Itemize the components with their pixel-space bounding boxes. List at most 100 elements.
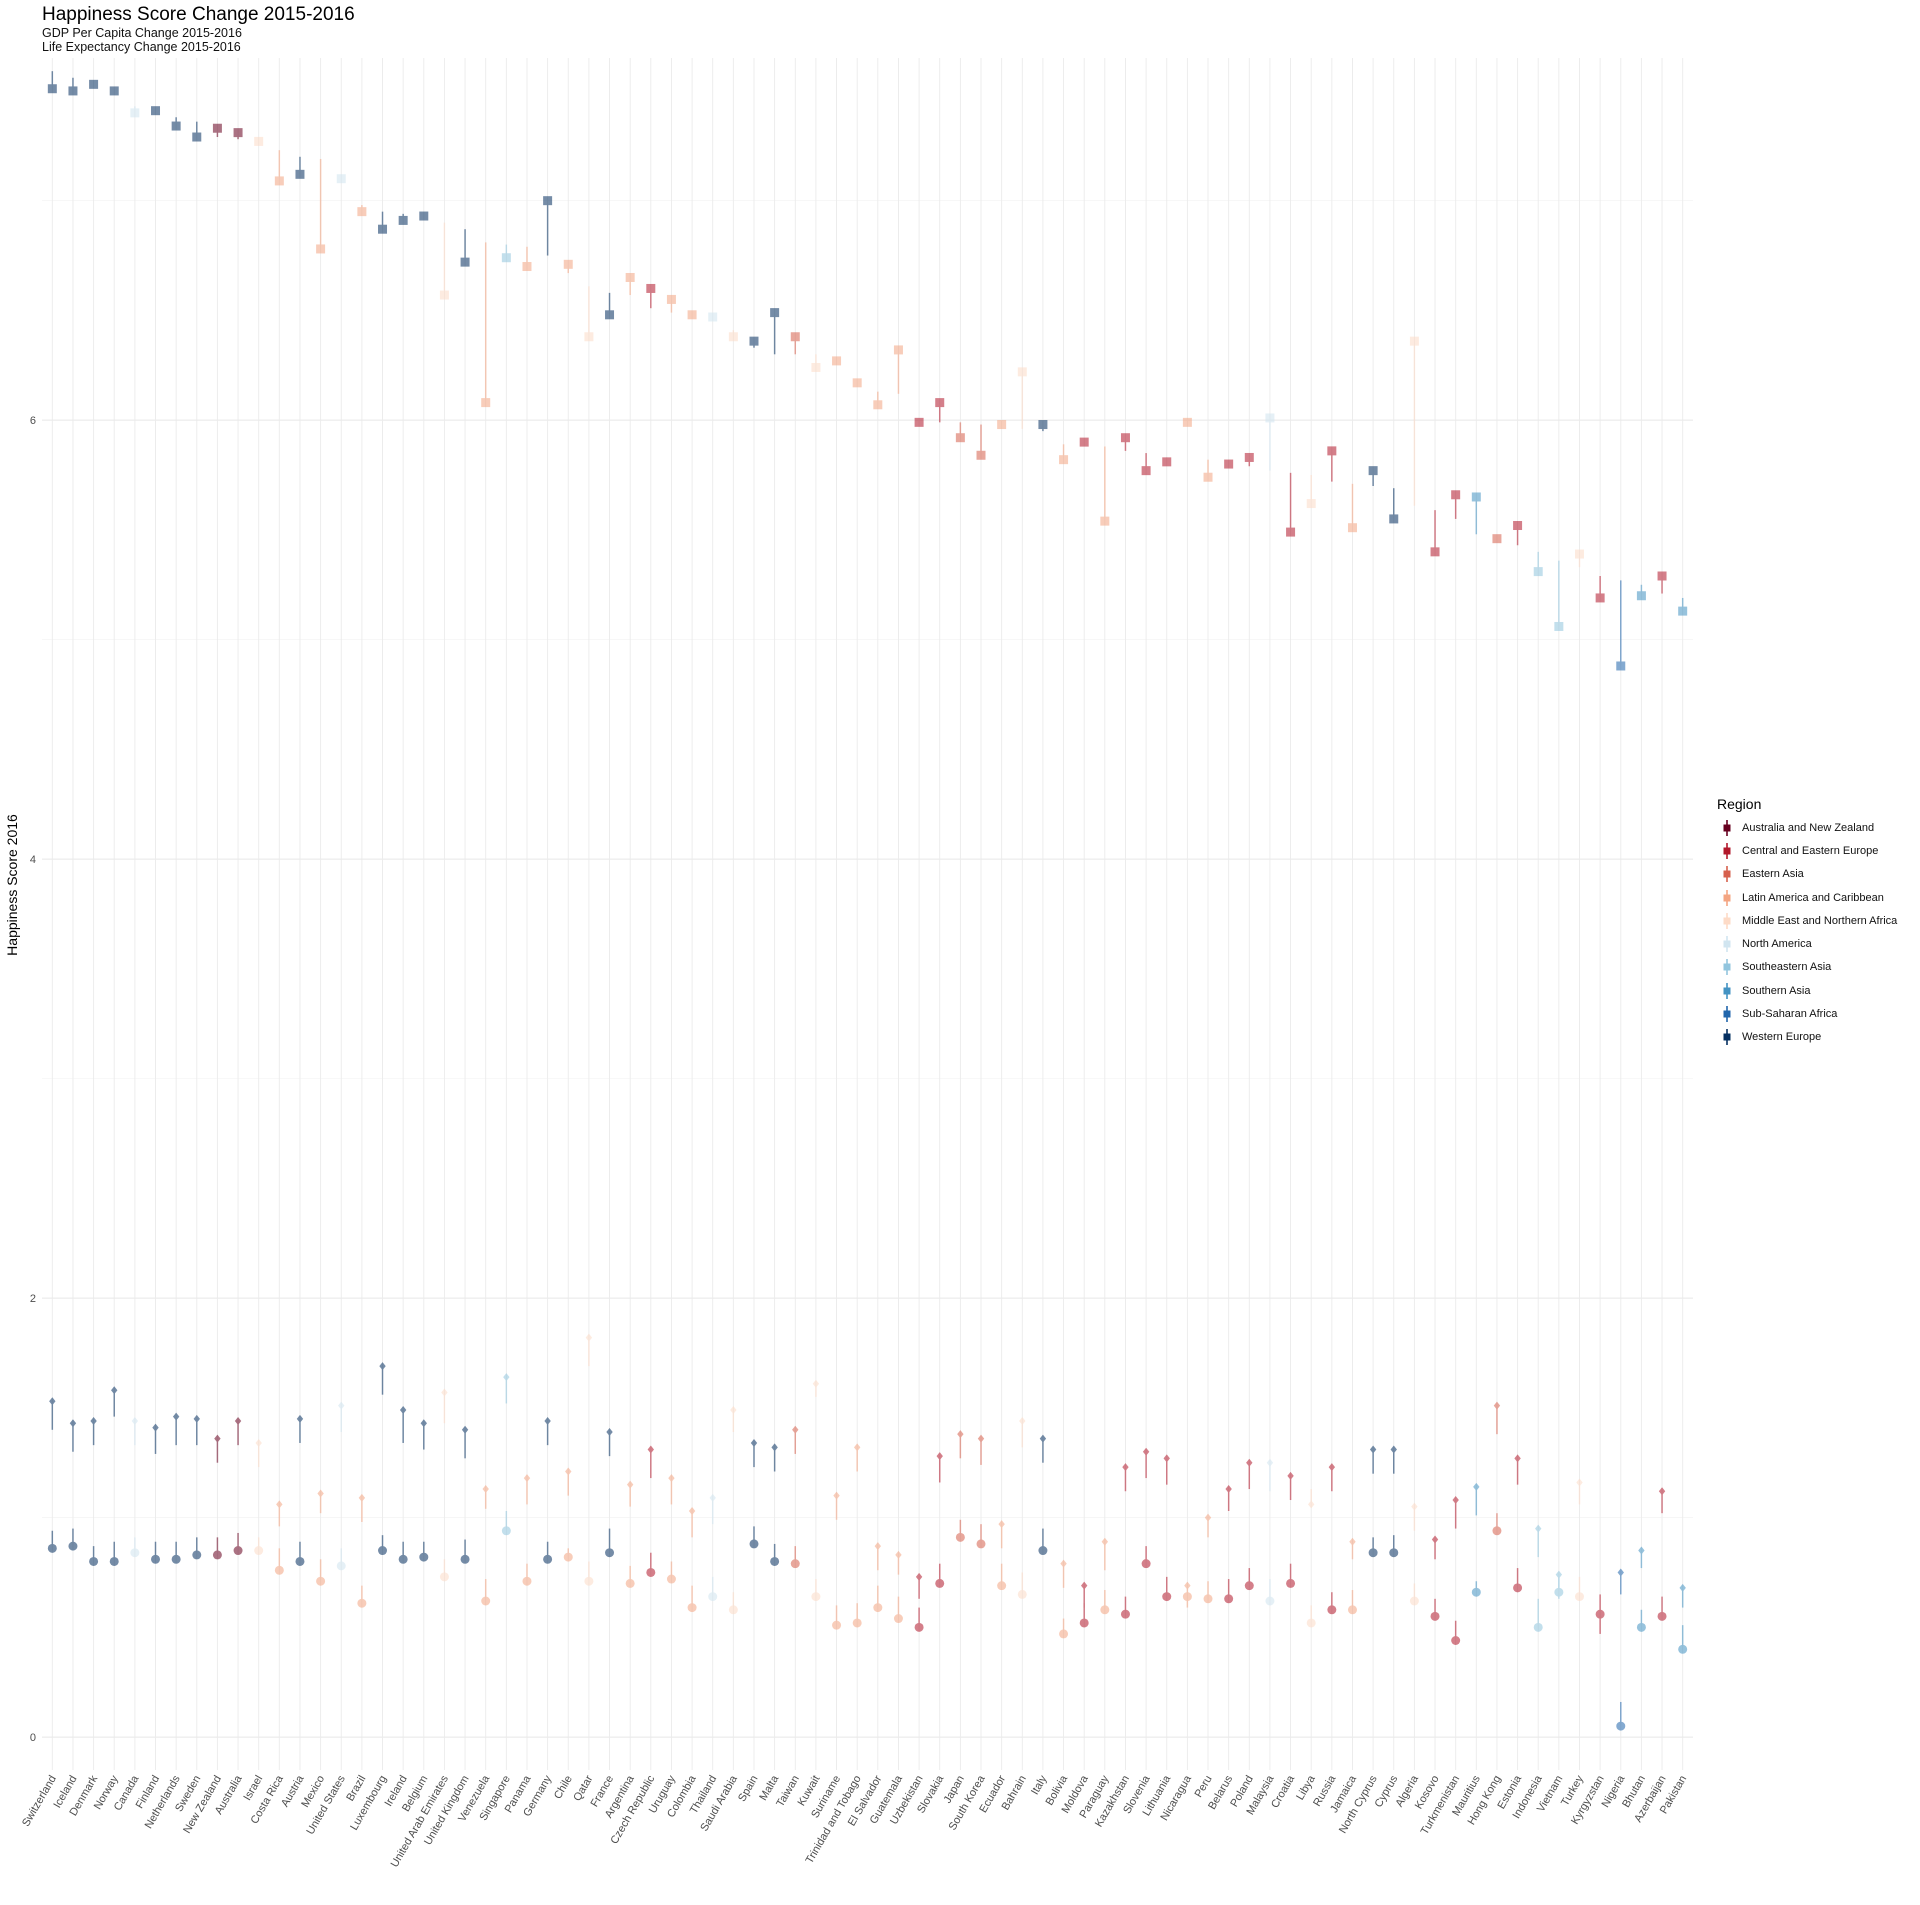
gdp-2016-point (461, 1425, 469, 1434)
legend-item-southern-asia: Southern Asia (1717, 979, 1897, 1002)
country-chile (563, 259, 573, 1562)
life-2016-point (708, 1592, 718, 1602)
life-2016-point (1678, 1644, 1688, 1654)
country-kyrgyzstan (1595, 575, 1605, 1634)
happiness-2016-point (1265, 413, 1275, 423)
country-italy (1038, 420, 1048, 1556)
legend-label: Central and Eastern Europe (1742, 844, 1879, 857)
gdp-2016-point (1473, 1482, 1480, 1491)
country-panama (522, 246, 532, 1586)
gdp-2016-point (69, 1419, 77, 1428)
gdp-2016-point (1328, 1463, 1336, 1472)
life-2016-point (1286, 1578, 1296, 1588)
country-lithuania (1162, 457, 1172, 1602)
gdp-2016-point (1349, 1537, 1356, 1546)
happiness-2016-point (1347, 523, 1357, 533)
gdp-2016-point (709, 1493, 716, 1502)
life-2016-point (1182, 1592, 1192, 1602)
life-2016-point (605, 1548, 615, 1558)
country-thailand (708, 312, 718, 1602)
life-2016-point (1574, 1592, 1584, 1602)
gdp-2016-point (111, 1386, 118, 1395)
gdp-2016-point (1308, 1500, 1315, 1509)
legend-swatch (1723, 819, 1731, 836)
life-2016-point (1347, 1605, 1357, 1615)
life-2016-point (233, 1546, 243, 1556)
x-tick-label: Italy (1029, 1773, 1050, 1797)
gdp-2016-point (1617, 1568, 1624, 1577)
grid-lines (42, 58, 1693, 1770)
chart-subtitle-life: Life Expectancy Change 2015-2016 (42, 40, 241, 54)
country-taiwan (790, 332, 800, 1569)
gdp-2016-point (1390, 1445, 1397, 1454)
life-2016-point (1244, 1581, 1254, 1591)
gdp-2016-point (812, 1379, 820, 1388)
life-2016-point (1306, 1618, 1316, 1628)
country-sweden (192, 121, 202, 1560)
life-2016-point (1265, 1596, 1275, 1606)
happiness-2016-point (460, 257, 470, 267)
country-united-arab-emirates (439, 222, 449, 1582)
happiness-2016-point (109, 86, 119, 96)
country-united-states (336, 174, 346, 1571)
life-2016-point (1451, 1636, 1461, 1646)
legend-item-western-europe: Western Europe (1717, 1026, 1897, 1049)
life-2016-point (625, 1578, 635, 1588)
country-mexico (316, 158, 326, 1586)
legend-item-eastern-asia: Eastern Asia (1717, 863, 1897, 886)
gdp-2016-point (1431, 1535, 1439, 1544)
happiness-2016-point (1079, 437, 1089, 447)
gdp-2016-point (1019, 1417, 1026, 1426)
gdp-2016-point (172, 1412, 180, 1421)
life-2016-point (790, 1559, 800, 1569)
gdp-2016-point (255, 1438, 262, 1447)
happiness-2016-point (89, 79, 99, 89)
happiness-2016-point (955, 433, 965, 443)
gdp-2016-point (688, 1507, 696, 1516)
happiness-2016-point (1368, 466, 1378, 476)
country-guatemala (893, 345, 903, 1624)
life-2016-point (1203, 1594, 1213, 1604)
life-2016-point (1038, 1546, 1048, 1556)
happiness-2016-point (1286, 527, 1296, 537)
life-2016-point (811, 1592, 821, 1602)
gdp-2016-point (276, 1500, 283, 1509)
life-2016-point (728, 1605, 738, 1615)
legend-label: Western Europe (1742, 1031, 1822, 1044)
country-israel (254, 136, 264, 1556)
life-2016-point (1059, 1629, 1069, 1639)
gdp-2016-point (1679, 1583, 1686, 1592)
life-2016-point (914, 1622, 924, 1632)
gdp-2016-point (771, 1443, 778, 1452)
country-finland (151, 106, 161, 1564)
legend-item-middle-east-and-northern-africa: Middle East and Northern Africa (1717, 909, 1897, 932)
country-qatar (584, 286, 594, 1586)
happiness-2016-point (790, 332, 800, 342)
gdp-2016-point (833, 1491, 840, 1500)
gdp-2016-point (193, 1414, 200, 1423)
gdp-2016-point (874, 1542, 882, 1551)
life-2016-point (1471, 1587, 1481, 1597)
life-2016-point (1100, 1605, 1110, 1615)
y-tick-label: 2 (30, 1293, 36, 1305)
legend-label: Australia and New Zealand (1742, 821, 1875, 834)
gdp-2016-point (1101, 1537, 1109, 1546)
gdp-2016-point (606, 1427, 613, 1436)
legend-swatch (1723, 842, 1731, 859)
life-2016-point (832, 1620, 842, 1630)
gdp-2016-point (1576, 1478, 1583, 1487)
legend-swatch (1723, 959, 1731, 976)
legend-item-north-america: North America (1717, 932, 1897, 955)
country-germany (543, 196, 553, 1564)
happiness-2016-point (997, 420, 1007, 430)
happiness-2016-point (605, 310, 615, 320)
life-2016-point (770, 1556, 780, 1566)
country-trinidad-and-tobago (852, 378, 862, 1628)
happiness-2016-point (1038, 420, 1048, 430)
happiness-2016-point (1120, 433, 1130, 443)
country-paraguay (1100, 446, 1110, 1615)
life-2016-point (1389, 1548, 1399, 1558)
life-2016-point (1120, 1609, 1130, 1619)
life-2016-point (522, 1576, 532, 1586)
